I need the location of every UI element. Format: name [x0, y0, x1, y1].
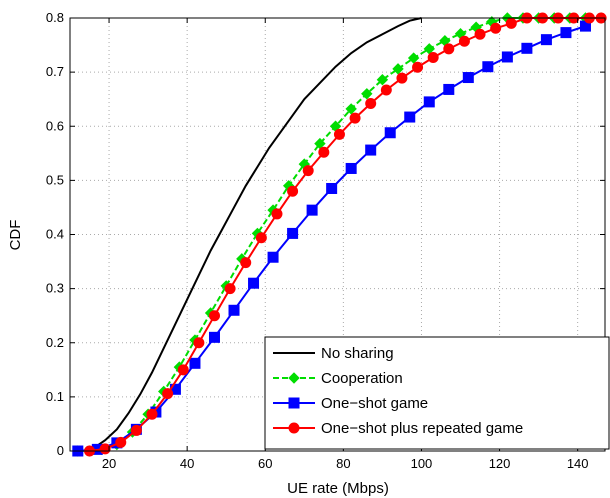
y-tick-label: 0.5: [46, 172, 64, 187]
data-point: [407, 52, 420, 64]
data-point: [130, 424, 142, 436]
data-point: [458, 35, 470, 47]
data-point: [505, 17, 517, 29]
y-axis-label: CDF: [7, 220, 24, 251]
data-point: [302, 165, 314, 177]
legend-label: No sharing: [321, 345, 394, 362]
data-point: [482, 61, 494, 73]
data-point: [345, 162, 357, 174]
y-tick-label: 0: [57, 443, 64, 458]
data-point: [380, 84, 392, 96]
x-tick-label: 20: [102, 456, 116, 471]
data-point: [248, 277, 260, 289]
y-tick-label: 0.1: [46, 389, 64, 404]
data-point: [474, 28, 486, 40]
legend-box: [264, 336, 610, 450]
data-point: [349, 112, 361, 124]
x-tick-label: 40: [180, 456, 194, 471]
data-point: [365, 144, 377, 156]
data-point: [443, 83, 455, 95]
legend-marker: [288, 422, 300, 434]
data-point: [189, 357, 201, 369]
data-point: [462, 72, 474, 84]
y-tick-label: 0.6: [46, 118, 64, 133]
legend-marker: [288, 372, 300, 384]
data-point: [287, 185, 299, 197]
data-point: [208, 310, 220, 322]
y-tick-label: 0.2: [46, 335, 64, 350]
data-point: [384, 127, 396, 139]
legend-label: One−shot plus repeated game: [321, 420, 523, 437]
data-point: [228, 304, 240, 316]
data-point: [318, 146, 330, 158]
series-0: [81, 17, 422, 452]
data-point: [306, 204, 318, 216]
x-tick-label: 80: [336, 456, 350, 471]
x-tick-label: 120: [489, 456, 511, 471]
data-point: [333, 128, 345, 140]
legend-label: One−shot game: [321, 395, 428, 412]
data-point: [404, 111, 416, 123]
data-point: [443, 43, 455, 55]
series-line: [81, 17, 422, 452]
data-point: [224, 283, 236, 295]
data-point: [287, 227, 299, 239]
y-tick-label: 0.8: [46, 10, 64, 25]
data-point: [267, 251, 279, 263]
data-point: [326, 182, 338, 194]
x-tick-label: 140: [567, 456, 589, 471]
y-tick-label: 0.7: [46, 64, 64, 79]
y-tick-label: 0.4: [46, 227, 64, 242]
series-2: [72, 20, 591, 457]
data-point: [365, 98, 377, 110]
legend-marker: [288, 397, 300, 409]
data-point: [255, 232, 267, 244]
data-point: [560, 27, 572, 39]
data-point: [412, 61, 424, 73]
axis-ticks: 20 40 60 80 100 120 140 0 0.1 0.2 0.3 0.4 0.5 0.6 0.7 0…: [46, 10, 605, 471]
legend-label: Cooperation: [321, 370, 403, 387]
x-tick-label: 60: [258, 456, 272, 471]
data-point: [271, 208, 283, 220]
series-line: [89, 17, 602, 452]
data-point: [540, 34, 552, 46]
data-point: [146, 408, 158, 420]
data-point: [240, 257, 252, 269]
data-point: [345, 103, 357, 115]
data-point: [423, 96, 435, 108]
data-point: [427, 52, 439, 64]
data-point: [361, 88, 373, 100]
data-point: [162, 388, 174, 400]
x-axis-label: UE rate (Mbps): [287, 480, 389, 497]
data-point: [490, 22, 502, 34]
legend: No sharing Cooperation One−shot game One−sh…: [264, 336, 610, 450]
data-point: [376, 73, 389, 86]
data-point: [193, 337, 205, 349]
data-point: [115, 436, 127, 448]
y-tick-label: 0.3: [46, 281, 64, 296]
data-point: [501, 51, 513, 63]
x-tick-label: 100: [411, 456, 433, 471]
data-point: [177, 364, 189, 376]
data-point: [396, 72, 408, 84]
data-point: [392, 63, 404, 75]
data-point: [208, 331, 220, 343]
data-point: [521, 42, 533, 54]
